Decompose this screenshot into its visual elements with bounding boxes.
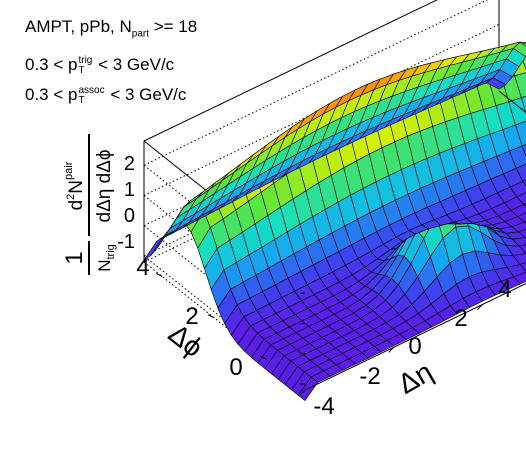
x-tick-mark: [299, 389, 306, 396]
x-tick-label: -2: [359, 363, 380, 390]
surface-cell: [143, 236, 164, 261]
x-axis-label: Δη: [393, 356, 438, 400]
annotation-line-2: 0.3 < p trig T < 3 GeV/c: [25, 54, 175, 76]
surface-mesh: [143, 41, 526, 402]
z-tick-label: 1: [124, 179, 135, 201]
x-tick-label: 0: [408, 333, 421, 360]
z-axis-label: 1 Ntrig d2Npair dΔη dΔϕ: [61, 134, 117, 275]
z-tick-label: -1: [117, 231, 135, 253]
grid-line: [143, 0, 489, 166]
annotation-line-1: AMPT, pPb, Npart >= 18: [25, 17, 198, 40]
x-tick-label: 4: [498, 276, 511, 303]
z-tick-label: 0: [124, 205, 135, 227]
svg-text:Ntrig: Ntrig: [95, 244, 117, 272]
grid-line: [143, 0, 438, 142]
y-tick-label: 4: [136, 254, 149, 281]
svg-text:dΔη dΔϕ: dΔη dΔϕ: [94, 149, 115, 222]
x-tick-label: 2: [454, 305, 467, 332]
y-tick-label: 2: [185, 303, 198, 330]
y-tick-mark: [207, 314, 215, 319]
annotation-line-3: 0.3 < p assoc T < 3 GeV/c: [25, 84, 187, 106]
z-tick-label: 2: [124, 153, 135, 175]
x-tick-mark: [477, 304, 483, 310]
y-tick-mark: [155, 273, 163, 277]
y-tick-mark: [259, 355, 267, 360]
y-axis-label: Δϕ: [163, 318, 209, 364]
x-tick-mark: [388, 346, 395, 353]
x-tick-label: -4: [313, 393, 334, 420]
svg-text:d2Npair: d2Npair: [63, 161, 87, 210]
y-tick-label: 0: [229, 354, 242, 381]
svg-text:1: 1: [61, 251, 88, 264]
